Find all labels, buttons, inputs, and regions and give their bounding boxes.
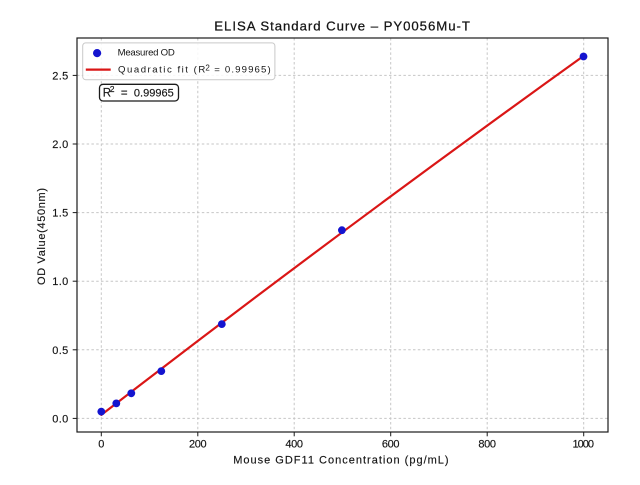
svg-text:0.5: 0.5 [52, 345, 68, 357]
svg-text:800: 800 [478, 439, 496, 451]
svg-text:400: 400 [285, 439, 303, 451]
svg-text:2.5: 2.5 [52, 70, 68, 82]
svg-text:1000: 1000 [572, 439, 594, 451]
svg-text:Mouse GDF11 Concentration (pg/: Mouse GDF11 Concentration (pg/mL) [233, 454, 448, 466]
svg-text:0.99965: 0.99965 [134, 88, 174, 100]
svg-text:1.0: 1.0 [52, 276, 68, 288]
svg-text:2: 2 [110, 84, 115, 94]
svg-text:OD Value(450nm): OD Value(450nm) [36, 188, 48, 285]
svg-text:200: 200 [189, 439, 207, 451]
svg-text:=: = [121, 88, 128, 100]
svg-text:R: R [103, 88, 111, 100]
svg-text:0.0: 0.0 [52, 413, 68, 425]
svg-text:0: 0 [98, 439, 104, 451]
svg-text:Measured OD: Measured OD [118, 47, 175, 58]
svg-text:1.5: 1.5 [52, 208, 68, 220]
svg-text:= 0.99965): = 0.99965) [214, 65, 270, 76]
svg-text:2: 2 [205, 63, 210, 72]
svg-text:2.0: 2.0 [52, 139, 68, 151]
svg-text:ELISA Standard Curve – PY0056M: ELISA Standard Curve – PY0056Mu-T [214, 18, 470, 33]
svg-text:600: 600 [382, 439, 400, 451]
svg-text:Quadratic fit (R: Quadratic fit (R [118, 65, 205, 76]
